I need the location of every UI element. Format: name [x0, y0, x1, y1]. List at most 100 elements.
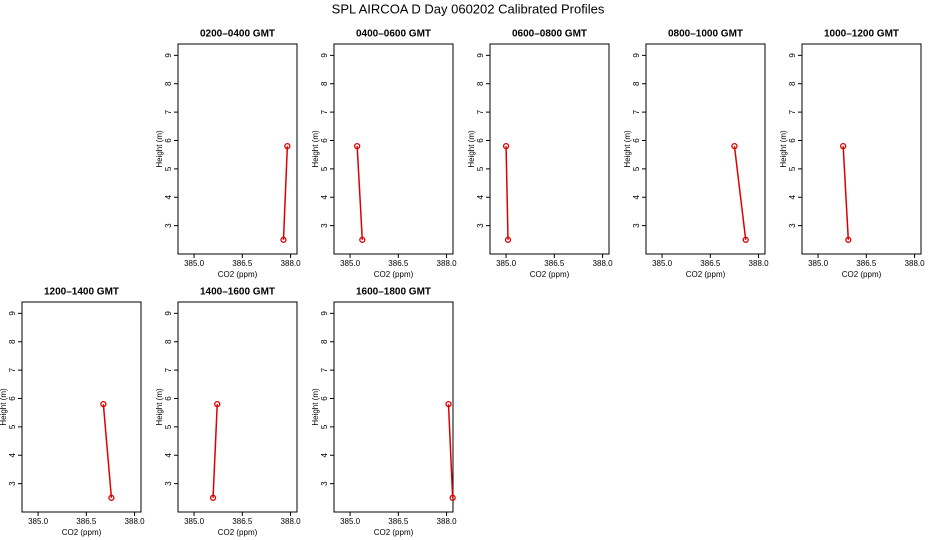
x-tick-label: 388.0 [749, 259, 770, 268]
plot-frame [333, 43, 454, 255]
y-tick-label: 4 [8, 452, 17, 457]
y-tick-label: 5 [476, 166, 485, 171]
y-axis-label: Height (m) [623, 130, 632, 168]
y-tick-label: 8 [320, 81, 329, 86]
y-axis-label: Height (m) [467, 130, 476, 168]
profile-point [504, 236, 512, 243]
profile-line [102, 404, 113, 498]
y-tick-label: 4 [164, 452, 173, 457]
y-tick-label: 6 [164, 138, 173, 143]
y-tick-label: 8 [164, 339, 173, 344]
x-axis-label: CO2 (ppm) [218, 270, 258, 279]
x-tick-label: 386.5 [856, 259, 877, 268]
panel-title: 0800–1000 GMT [668, 29, 743, 40]
profile-line [282, 146, 289, 240]
y-tick-label: 9 [320, 311, 329, 316]
y-tick-label: 4 [320, 194, 329, 199]
profile-point [108, 494, 115, 501]
y-axis-label: Height (m) [779, 130, 788, 168]
y-tick-label: 7 [164, 109, 173, 114]
x-tick-label: 385.0 [340, 517, 361, 526]
x-axis-label: CO2 (ppm) [842, 270, 882, 279]
y-tick-label: 6 [8, 396, 17, 401]
profile-point [731, 143, 738, 150]
x-tick-label: 388.0 [281, 259, 302, 268]
x-tick-label: 385.0 [808, 259, 829, 268]
y-tick-label: 5 [320, 424, 329, 429]
y-axis-label: Height (m) [311, 388, 320, 426]
profile-point [445, 401, 452, 408]
y-tick-label: 9 [164, 311, 173, 316]
x-tick-label: 386.5 [700, 259, 721, 268]
y-tick-label: 7 [320, 109, 329, 114]
y-tick-label: 5 [8, 424, 17, 429]
profile-point [502, 143, 510, 150]
y-tick-label: 3 [320, 223, 329, 228]
profile-point [209, 494, 217, 501]
y-tick-label: 7 [788, 109, 797, 114]
y-tick-label: 7 [8, 367, 17, 372]
x-axis-label: CO2 (ppm) [218, 528, 258, 537]
y-tick-label: 9 [788, 53, 797, 58]
y-tick-label: 5 [164, 424, 173, 429]
y-tick-label: 4 [320, 452, 329, 457]
x-axis-label: CO2 (ppm) [374, 270, 414, 279]
figure-title: SPL AIRCOA D Day 060202 Calibrated Profi… [332, 1, 605, 16]
y-tick-label: 4 [164, 194, 173, 199]
y-tick-label: 5 [164, 166, 173, 171]
y-tick-label: 3 [632, 223, 641, 228]
x-tick-label: 388.0 [905, 259, 926, 268]
y-tick-label: 3 [164, 223, 173, 228]
y-tick-label: 3 [476, 223, 485, 228]
panel-title: 0200–0400 GMT [200, 29, 275, 40]
y-tick-label: 5 [320, 166, 329, 171]
panel-title: 1200–1400 GMT [44, 287, 119, 298]
y-tick-label: 5 [632, 166, 641, 171]
y-tick-label: 8 [788, 81, 797, 86]
x-tick-label: 386.5 [544, 259, 565, 268]
profile-point [280, 236, 287, 243]
profile-line [447, 404, 454, 498]
profile-point [845, 236, 852, 243]
y-tick-label: 8 [320, 339, 329, 344]
y-tick-label: 3 [164, 481, 173, 486]
y-tick-label: 6 [320, 396, 329, 401]
plot-frame [333, 301, 454, 513]
y-tick-label: 4 [476, 194, 485, 199]
x-tick-label: 388.0 [437, 259, 458, 268]
y-tick-label: 9 [8, 311, 17, 316]
y-tick-label: 9 [320, 53, 329, 58]
profile-line [212, 404, 218, 498]
x-tick-label: 386.5 [232, 517, 253, 526]
plot-frame [21, 301, 142, 513]
profile-point [840, 143, 847, 150]
y-tick-label: 8 [476, 81, 485, 86]
profile-line [356, 146, 364, 240]
profile-point [214, 401, 221, 408]
panel-title: 1600–1800 GMT [356, 287, 431, 298]
x-tick-label: 388.0 [125, 517, 146, 526]
x-tick-label: 385.0 [652, 259, 673, 268]
profile-point [449, 494, 456, 501]
y-tick-label: 6 [164, 396, 173, 401]
plot-frame [801, 43, 922, 255]
y-tick-label: 5 [788, 166, 797, 171]
y-tick-label: 7 [476, 109, 485, 114]
y-tick-label: 4 [632, 194, 641, 199]
panel: 1000–1200 GMT CO2 (ppm) Height (m) 385.0 386… [779, 29, 925, 279]
y-tick-label: 3 [320, 481, 329, 486]
x-tick-label: 385.0 [496, 259, 517, 268]
x-tick-label: 385.0 [28, 517, 49, 526]
panel-title: 0400–0600 GMT [356, 29, 431, 40]
panel-title: 1000–1200 GMT [824, 29, 899, 40]
x-axis-label: CO2 (ppm) [686, 270, 726, 279]
x-tick-label: 386.5 [388, 259, 409, 268]
y-tick-label: 3 [8, 481, 17, 486]
x-tick-label: 388.0 [437, 517, 458, 526]
profile-point [742, 236, 749, 243]
